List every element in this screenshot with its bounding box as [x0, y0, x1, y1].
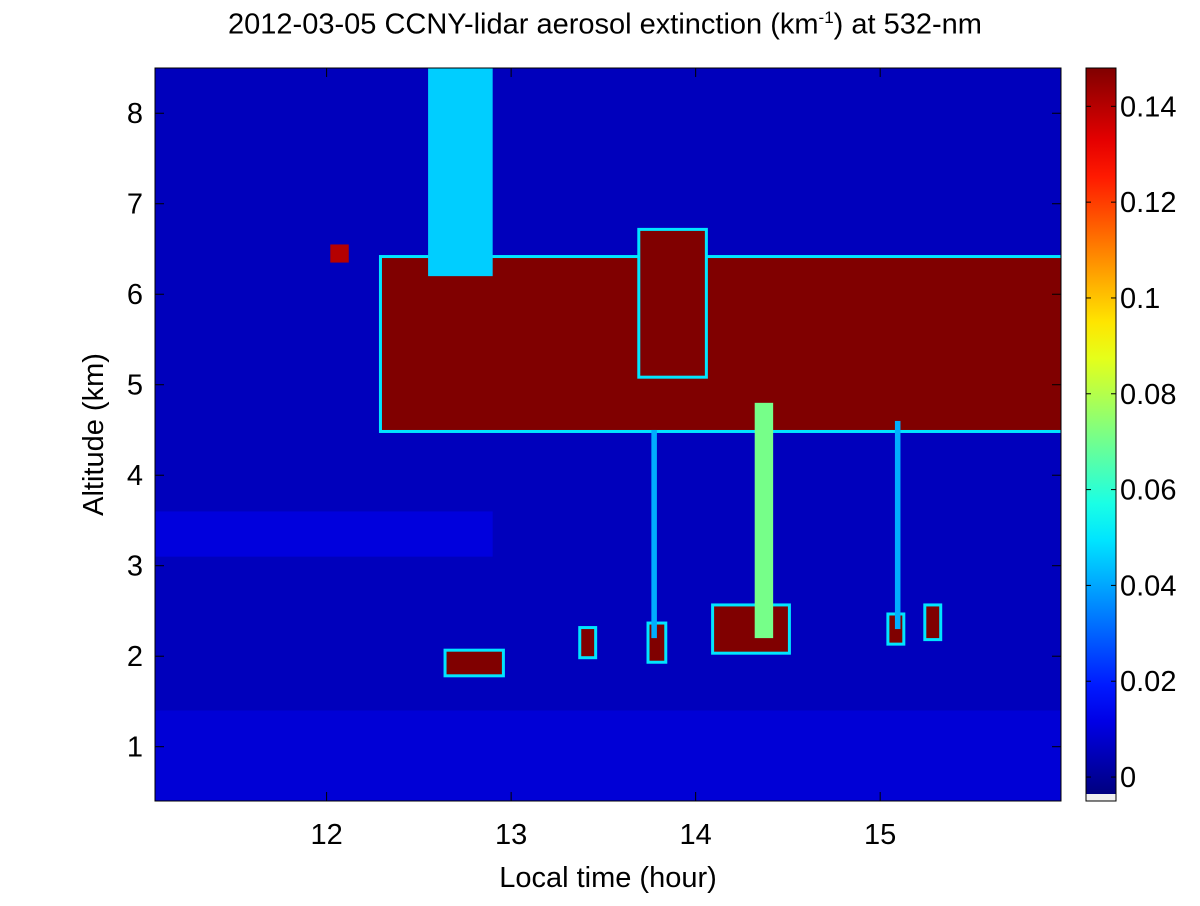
plot-area [155, 68, 1061, 801]
y-tick-label: 6 [127, 279, 143, 311]
colorbar-tick-label: 0.08 [1120, 379, 1176, 411]
y-tick-label: 5 [127, 370, 143, 402]
x-axis: 12 13 14 15 [310, 68, 896, 851]
colorbar-tick-label: 0.02 [1120, 666, 1176, 698]
heatmap-cell-cloud-top-plateau [640, 230, 705, 376]
x-tick-label: 13 [495, 819, 527, 851]
colorbar-frame [1085, 67, 1117, 802]
colorbar-tick-label: 0.14 [1120, 91, 1176, 123]
colorbar-tick-label: 0 [1120, 762, 1136, 794]
heatmap-background [155, 68, 1061, 801]
y-axis-label: Altitude (km) [78, 353, 110, 516]
y-tick-label: 1 [127, 732, 143, 764]
heatmap-cell-low-cloud-patch [446, 651, 502, 675]
y-tick-label: 7 [127, 189, 143, 221]
heatmap-cell-boundary-layer-haze [155, 710, 1061, 801]
y-tick-label: 4 [127, 460, 143, 492]
chart-title-superscript: -1 [818, 8, 834, 27]
chart-title-suffix: ) at 532-nm [833, 8, 982, 41]
colorbar-tick-label: 0.12 [1120, 187, 1176, 219]
y-axis: 1 2 3 4 5 6 7 8 [127, 98, 1061, 764]
heatmap-cell-residual-layer [155, 511, 493, 557]
y-tick-label: 8 [127, 98, 143, 130]
y-tick-label: 2 [127, 641, 143, 673]
colorbar-tick-label: 0.1 [1120, 283, 1160, 315]
colorbar-under-swatch [1086, 794, 1116, 801]
chart-title-prefix: 2012-03-05 CCNY-lidar aerosol extinction… [228, 8, 819, 41]
heatmap-cell-precipitation-streak [754, 402, 774, 639]
heatmap-cell-main-cloud-layer [381, 258, 1061, 430]
heatmap-cell-low-cloud-patch [926, 606, 940, 639]
plot-frame [154, 67, 1062, 802]
y-tick-label: 3 [127, 551, 143, 583]
colorbar-tick-label: 0.04 [1120, 570, 1176, 602]
heatmap-cell-small-cloud-fragment [330, 244, 349, 263]
heatmap-cell-low-cloud-patch [714, 606, 788, 652]
heatmap-cell-precipitation-streak [894, 420, 901, 630]
colorbar-gradient [1086, 68, 1116, 794]
heatmap-cell-high-cloud-fallstreak [428, 68, 493, 277]
colorbar-tick-label: 0.06 [1120, 475, 1176, 507]
x-axis-label: Local time (hour) [499, 862, 717, 894]
x-tick-label: 15 [864, 819, 896, 851]
x-tick-label: 12 [310, 819, 342, 851]
heatmap-cell-precipitation-streak [651, 429, 657, 639]
heatmap-cell-low-cloud-patch [581, 629, 595, 657]
colorbar: 0 0.02 0.04 0.06 0.08 0.1 0.12 0.14 [1085, 67, 1176, 802]
x-tick-label: 14 [680, 819, 712, 851]
chart-title: 2012-03-05 CCNY-lidar aerosol extinction… [0, 8, 1200, 42]
